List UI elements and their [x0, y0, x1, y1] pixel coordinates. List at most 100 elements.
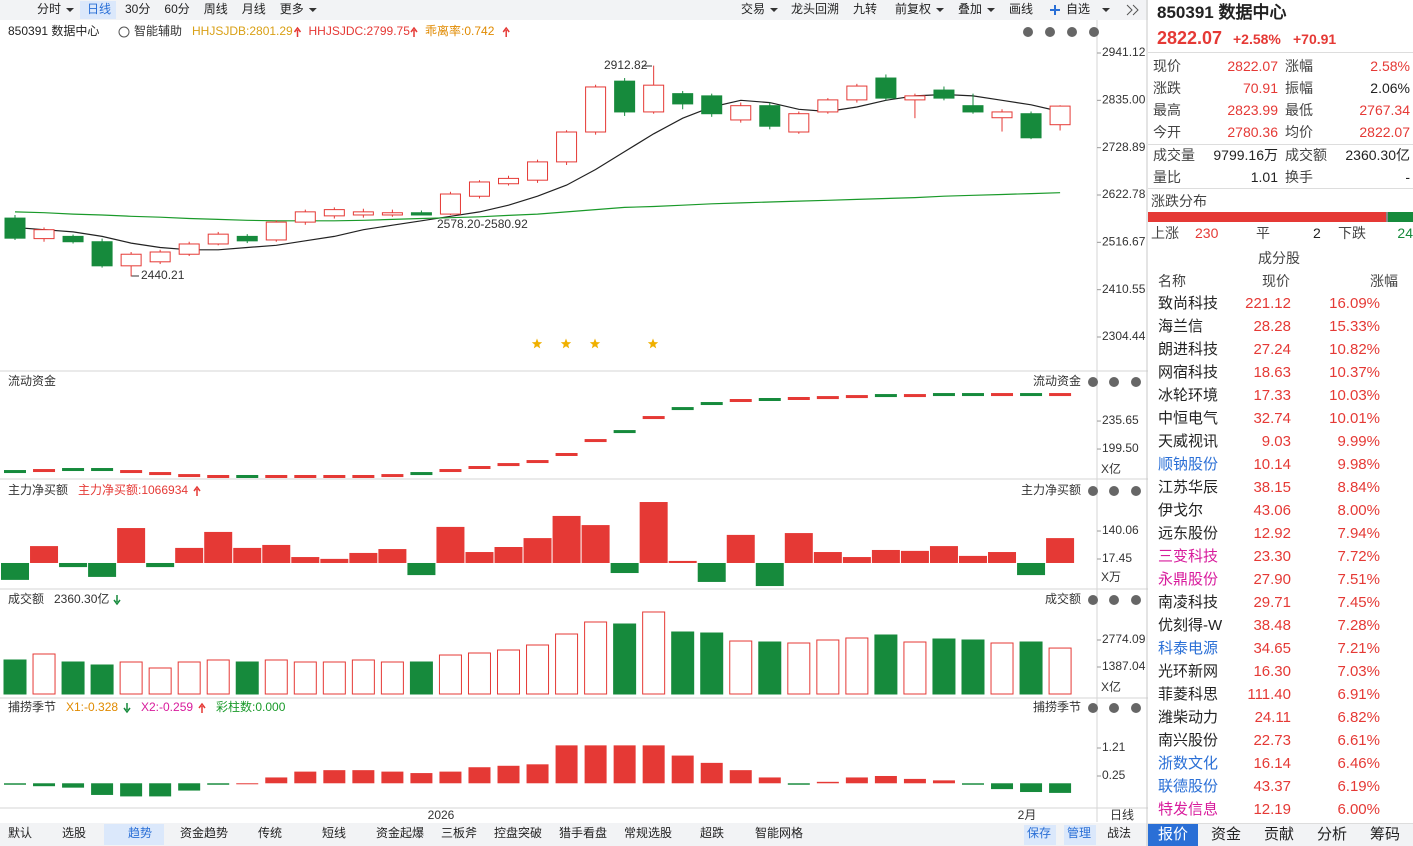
stock-name[interactable]: 中恒电气 — [1158, 410, 1219, 427]
period-tab[interactable]: 月线 — [242, 2, 266, 16]
flow-bar — [381, 474, 404, 478]
panel-icon[interactable] — [1109, 595, 1119, 605]
stock-price: 27.90 — [1253, 571, 1291, 588]
catch-bar — [642, 745, 665, 784]
stock-name[interactable]: 网宿科技 — [1158, 364, 1219, 381]
stock-change: 7.72% — [1337, 548, 1380, 565]
panel-icon[interactable] — [1045, 27, 1055, 37]
stock-name[interactable]: 特发信息 — [1158, 801, 1219, 818]
stock-name[interactable]: 远东股份 — [1158, 525, 1219, 542]
bottom-tab[interactable]: 选股 — [62, 826, 86, 840]
stock-name[interactable]: 光环新网 — [1158, 663, 1219, 680]
panel-tab[interactable]: 筹码 — [1369, 826, 1400, 843]
action-button[interactable]: 保存 — [1027, 826, 1051, 840]
panel-tab[interactable]: 资金 — [1210, 826, 1241, 843]
arrow-icon — [123, 703, 131, 714]
panel-label: 成交额 — [8, 591, 44, 606]
tool-button[interactable]: 前复权 — [895, 1, 931, 16]
stock-price: 24.11 — [1254, 709, 1291, 726]
turnover-bar — [758, 641, 782, 695]
bottom-tab[interactable]: 短线 — [322, 826, 346, 840]
panel-icon[interactable] — [1109, 377, 1119, 387]
period-tab[interactable]: 更多 — [280, 2, 304, 16]
stock-name[interactable]: 南凌科技 — [1158, 594, 1219, 611]
bottom-tab[interactable]: 控盘突破 — [494, 825, 542, 840]
assist-icon[interactable] — [118, 26, 130, 38]
panel-icon[interactable] — [1088, 703, 1098, 713]
action-button[interactable]: 管理 — [1067, 825, 1091, 840]
stock-name[interactable]: 浙数文化 — [1158, 755, 1219, 772]
panel-icon[interactable] — [1131, 377, 1141, 387]
stock-name[interactable]: 南兴股份 — [1158, 732, 1219, 749]
panel-label: 主力净买额 — [1021, 483, 1081, 497]
period-tab[interactable]: 60分 — [164, 2, 189, 16]
stock-name[interactable]: 冰轮环境 — [1158, 387, 1219, 404]
stock-name[interactable]: 江苏华辰 — [1158, 479, 1219, 496]
panel-icon[interactable] — [1088, 486, 1098, 496]
tool-button[interactable]: 九转 — [853, 1, 877, 16]
panel-tab[interactable]: 分析 — [1316, 826, 1347, 843]
candle-body — [614, 80, 636, 113]
panel-icon[interactable] — [1109, 486, 1119, 496]
stock-price: 22.73 — [1253, 732, 1291, 749]
turnover-bar — [61, 661, 85, 695]
stock-name[interactable]: 潍柴动力 — [1158, 709, 1219, 726]
bottom-tab[interactable]: 资金趋势 — [180, 825, 228, 840]
turnover-bar — [700, 632, 724, 695]
panel-tab[interactable]: 贡献 — [1263, 826, 1294, 843]
flow-bar — [613, 430, 636, 434]
stock-name[interactable]: 永鼎股份 — [1158, 571, 1219, 588]
stock-name[interactable]: 朗进科技 — [1158, 341, 1219, 358]
panel-icon[interactable] — [1089, 27, 1099, 37]
netbuy-bar — [639, 502, 668, 563]
period-tab[interactable]: 日线 — [87, 2, 111, 16]
bottom-tab[interactable]: 资金起爆 — [376, 825, 424, 840]
stock-name[interactable]: 三变科技 — [1158, 548, 1219, 565]
action-button[interactable]: 战法 — [1107, 826, 1131, 840]
bottom-tab[interactable]: 三板斧 — [441, 826, 477, 840]
period-tab[interactable]: 周线 — [204, 2, 228, 16]
quote-value: 2780.36 — [1227, 124, 1278, 140]
stock-name[interactable]: 海兰信 — [1158, 318, 1204, 335]
tool-button[interactable]: 画线 — [1009, 2, 1033, 16]
tool-button[interactable]: 交易 — [741, 1, 765, 16]
bottom-tab[interactable]: 默认 — [8, 825, 32, 840]
panel-icon[interactable] — [1088, 595, 1098, 605]
section-title: 成分股 — [1258, 250, 1300, 266]
stock-name[interactable]: 致尚科技 — [1158, 295, 1219, 312]
bottom-tab[interactable]: 猎手看盘 — [559, 825, 607, 840]
panel-tab[interactable]: 报价 — [1148, 824, 1198, 846]
bottom-tab[interactable]: 趋势 — [128, 826, 152, 840]
stock-name[interactable]: 伊戈尔 — [1158, 502, 1204, 519]
period-tab[interactable]: 30分 — [125, 2, 150, 16]
stock-name[interactable]: 顺钠股份 — [1158, 456, 1219, 473]
stock-name[interactable]: 优刻得-W — [1158, 617, 1223, 634]
bottom-tab[interactable]: 超跌 — [700, 825, 724, 840]
tool-button[interactable]: 龙头回溯 — [791, 1, 839, 16]
bottom-tab[interactable]: 常规选股 — [624, 825, 672, 840]
stock-name[interactable]: 科泰电源 — [1158, 640, 1219, 657]
panel-icon[interactable] — [1109, 703, 1119, 713]
y-tick-label: 235.65 — [1102, 413, 1139, 427]
turnover-bar — [613, 623, 637, 695]
bottom-tab[interactable]: 智能网格 — [755, 825, 803, 840]
bottom-tab[interactable]: 传统 — [258, 825, 282, 840]
period-button[interactable]: 日线 — [1110, 808, 1134, 822]
tool-button[interactable]: 自选 — [1066, 2, 1090, 16]
panel-icon[interactable] — [1131, 703, 1141, 713]
panel-icon[interactable] — [1088, 377, 1098, 387]
stock-name[interactable]: 联德股份 — [1158, 778, 1219, 795]
turnover-bar — [264, 659, 288, 695]
panel-icon[interactable] — [1131, 486, 1141, 496]
stock-name[interactable]: 天威视讯 — [1158, 433, 1219, 450]
panel-icon[interactable] — [1023, 27, 1033, 37]
panel-icon[interactable] — [1067, 27, 1077, 37]
quote-value: 2767.34 — [1359, 102, 1410, 118]
stock-change: 10.37% — [1329, 364, 1380, 381]
period-tab[interactable]: 分时 — [37, 2, 61, 16]
assist-label[interactable]: 智能辅助 — [134, 23, 182, 38]
breadth-label: 平 — [1256, 225, 1270, 241]
stock-name[interactable]: 菲菱科思 — [1158, 686, 1219, 703]
tool-button[interactable]: 叠加 — [958, 2, 982, 16]
panel-icon[interactable] — [1131, 595, 1141, 605]
